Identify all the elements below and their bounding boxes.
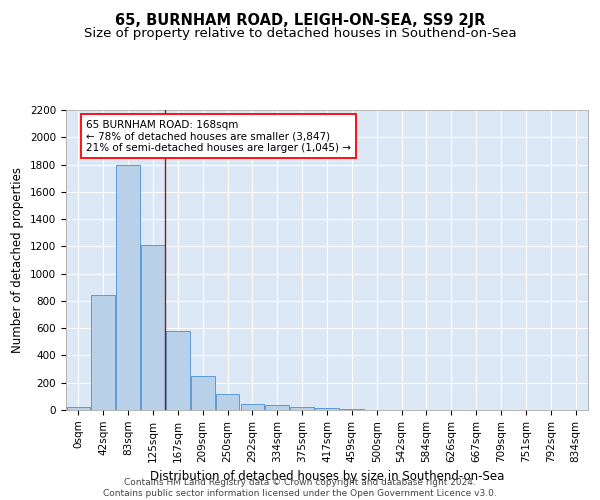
Bar bbox=[67, 406, 90, 410]
Bar bbox=[290, 406, 314, 410]
Bar bbox=[265, 405, 289, 410]
X-axis label: Distribution of detached houses by size in Southend-on-Sea: Distribution of detached houses by size … bbox=[150, 470, 504, 483]
Bar bbox=[141, 245, 165, 410]
Bar bbox=[216, 394, 239, 410]
Bar bbox=[91, 296, 115, 410]
Bar bbox=[116, 164, 140, 410]
Text: Size of property relative to detached houses in Southend-on-Sea: Size of property relative to detached ho… bbox=[83, 28, 517, 40]
Bar bbox=[191, 376, 215, 410]
Y-axis label: Number of detached properties: Number of detached properties bbox=[11, 167, 25, 353]
Bar bbox=[166, 331, 190, 410]
Bar bbox=[315, 408, 339, 410]
Text: 65, BURNHAM ROAD, LEIGH-ON-SEA, SS9 2JR: 65, BURNHAM ROAD, LEIGH-ON-SEA, SS9 2JR bbox=[115, 12, 485, 28]
Bar bbox=[340, 408, 364, 410]
Text: 65 BURNHAM ROAD: 168sqm
← 78% of detached houses are smaller (3,847)
21% of semi: 65 BURNHAM ROAD: 168sqm ← 78% of detache… bbox=[86, 120, 351, 152]
Text: Contains HM Land Registry data © Crown copyright and database right 2024.
Contai: Contains HM Land Registry data © Crown c… bbox=[103, 478, 497, 498]
Bar bbox=[241, 404, 264, 410]
